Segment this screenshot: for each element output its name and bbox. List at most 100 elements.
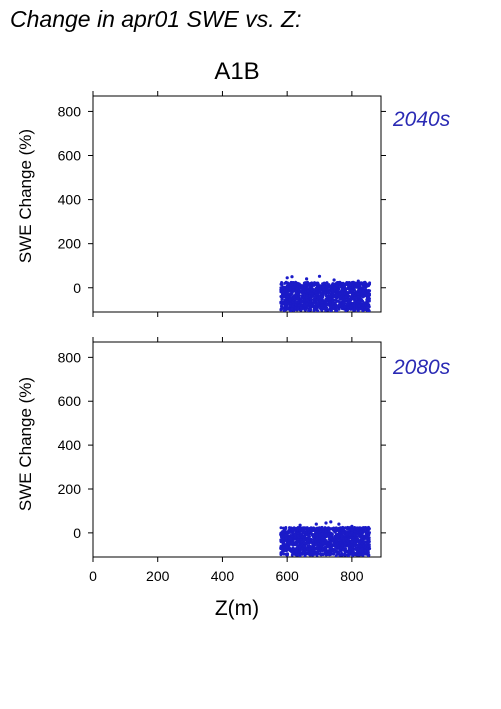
data-point <box>308 282 312 285</box>
data-point <box>356 292 360 296</box>
data-point <box>350 528 354 532</box>
data-point <box>348 286 352 290</box>
data-point <box>306 281 309 285</box>
data-point <box>329 531 333 535</box>
x-tick-label: 800 <box>340 568 364 584</box>
data-point <box>302 544 306 548</box>
data-point <box>281 286 285 290</box>
data-point <box>298 523 302 527</box>
data-point <box>359 530 363 534</box>
y-tick-label: 800 <box>58 349 82 365</box>
data-point <box>315 293 319 296</box>
data-point <box>355 527 359 531</box>
data-point <box>281 290 285 294</box>
data-point <box>332 282 336 286</box>
data-point <box>330 288 334 292</box>
data-point <box>286 282 290 286</box>
data-point <box>296 534 300 538</box>
data-point <box>296 307 300 311</box>
y-tick-label: 0 <box>73 525 81 541</box>
data-point <box>331 549 335 553</box>
data-point <box>326 552 330 556</box>
data-point <box>290 307 294 311</box>
data-point <box>296 538 300 541</box>
data-point <box>309 529 313 533</box>
data-point <box>347 300 351 304</box>
data-point <box>364 551 368 554</box>
data-point <box>335 293 339 297</box>
data-point <box>299 299 303 303</box>
data-point <box>307 536 311 540</box>
data-point <box>349 282 353 286</box>
data-point <box>313 306 317 310</box>
x-tick-label: 400 <box>211 568 235 584</box>
data-point <box>333 286 337 290</box>
data-point <box>353 540 356 544</box>
data-point <box>359 302 363 306</box>
data-point <box>307 308 311 312</box>
data-point <box>284 533 288 537</box>
data-point <box>329 543 333 547</box>
data-point <box>341 544 344 548</box>
data-point <box>347 550 351 554</box>
data-point <box>319 553 323 557</box>
data-point <box>339 285 343 289</box>
data-point <box>287 541 291 545</box>
data-point <box>295 292 299 296</box>
data-point <box>331 301 335 305</box>
data-point <box>343 298 347 302</box>
data-point <box>345 302 349 306</box>
data-point <box>305 296 309 300</box>
data-point <box>309 540 313 544</box>
data-point <box>293 533 297 537</box>
data-point <box>351 292 355 295</box>
data-point <box>346 308 350 312</box>
data-point <box>299 538 303 542</box>
period-label-2080s: 2080s <box>392 356 451 379</box>
data-point <box>279 538 283 542</box>
data-point <box>285 545 289 549</box>
data-point <box>320 304 324 307</box>
data-point <box>353 285 357 289</box>
y-tick-label: 400 <box>58 192 82 208</box>
data-point <box>296 532 300 536</box>
data-point <box>326 291 330 295</box>
data-point <box>320 532 324 536</box>
data-point <box>344 288 347 292</box>
plot-frame <box>92 341 382 558</box>
data-point <box>340 553 344 557</box>
data-point <box>279 526 283 530</box>
data-point <box>321 294 325 298</box>
data-point <box>315 537 319 541</box>
data-point <box>315 533 319 537</box>
data-point <box>360 306 364 310</box>
data-point <box>367 527 371 531</box>
data-point <box>300 547 304 551</box>
data-point <box>363 545 367 549</box>
data-point <box>347 544 351 548</box>
data-point <box>304 530 308 534</box>
data-point <box>318 549 322 553</box>
data-point <box>298 550 302 554</box>
data-point <box>281 539 285 543</box>
data-point <box>284 539 288 542</box>
data-point <box>342 548 346 552</box>
data-point <box>356 531 359 534</box>
data-point <box>318 299 322 303</box>
data-point <box>299 526 302 530</box>
data-point <box>347 284 350 287</box>
data-point <box>303 286 306 289</box>
data-point <box>317 274 322 278</box>
data-point <box>321 549 324 553</box>
data-point <box>281 530 284 534</box>
data-point <box>319 291 323 295</box>
data-point <box>353 288 357 292</box>
data-point <box>290 541 294 545</box>
data-point <box>329 307 333 311</box>
data-point <box>288 298 292 302</box>
data-point <box>310 533 314 537</box>
data-point <box>360 538 364 542</box>
data-point <box>324 521 328 525</box>
data-point <box>361 285 365 289</box>
data-point <box>324 548 327 552</box>
